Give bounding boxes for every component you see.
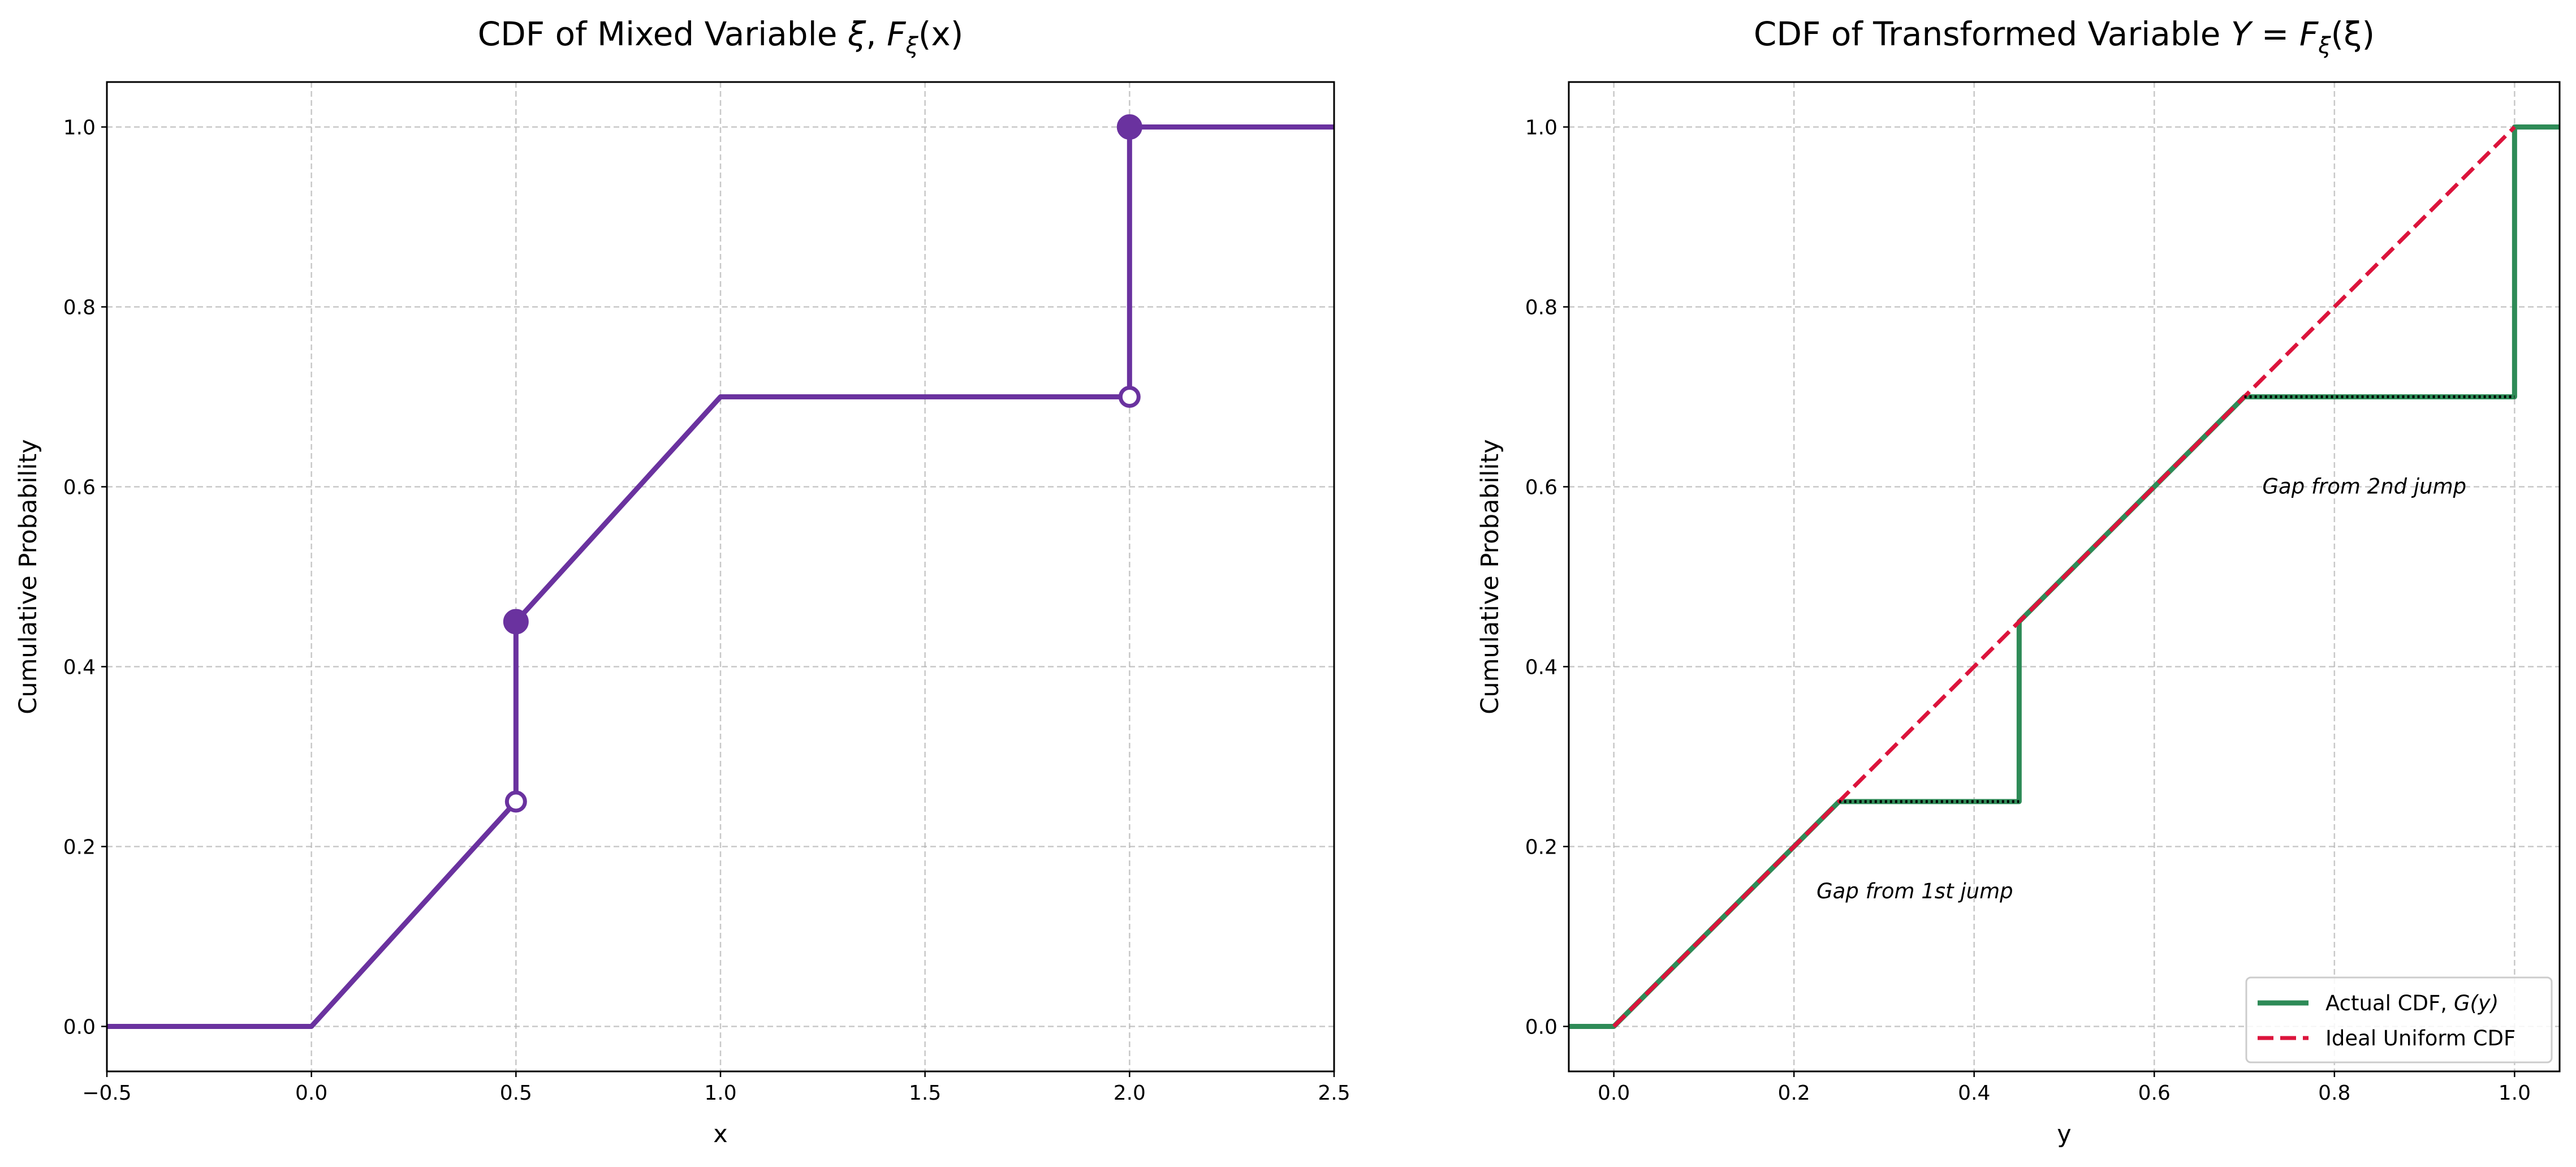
title-part: CDF of Transformed Variable xyxy=(1754,15,2231,53)
legend-box xyxy=(2245,976,2553,1063)
series-line-primary xyxy=(107,124,1334,1029)
x-tick-label: 0.2 xyxy=(1778,1082,1810,1105)
x-tick-label: 0.6 xyxy=(2138,1082,2171,1105)
axes-frame xyxy=(1568,81,2561,1073)
title-part: F xyxy=(2299,15,2319,53)
y-tick-label: 1.0 xyxy=(1525,117,1557,140)
legend-label: Ideal Uniform CDF xyxy=(2325,1026,2515,1050)
legend-label-part: Actual CDF, xyxy=(2325,991,2454,1015)
y-tick-label: 0.0 xyxy=(63,1016,96,1039)
chart-title: CDF of Mixed Variable ξ, Fξ(x) xyxy=(478,15,964,59)
y-tick-label: 1.0 xyxy=(63,117,96,140)
legend-label-math: G(y) xyxy=(2454,991,2499,1015)
y-axis-label: Cumulative Probability xyxy=(1476,439,1504,714)
y-tick-label: 0.8 xyxy=(1525,296,1557,320)
series-line-secondary xyxy=(1612,126,2516,1028)
title-part: Y xyxy=(2231,15,2254,53)
title-part: , xyxy=(866,15,887,53)
filled-point-marker xyxy=(503,609,529,635)
y-tick-label: 0.2 xyxy=(1525,836,1557,859)
title-part: (ξ) xyxy=(2331,15,2375,53)
open-point-marker xyxy=(504,790,527,813)
axes-frame xyxy=(106,81,1335,1073)
y-tick-label: 0.0 xyxy=(1525,1016,1557,1039)
y-tick-label: 0.6 xyxy=(1525,476,1557,499)
open-point-marker xyxy=(1118,386,1141,408)
filled-point-marker xyxy=(1116,114,1142,140)
x-tick-label: 2.5 xyxy=(1318,1082,1350,1105)
y-tick-label: 0.8 xyxy=(63,296,96,320)
legend: Actual CDF, G(y) Ideal Uniform CDF xyxy=(2245,976,2553,1063)
x-tick-label: −0.5 xyxy=(82,1082,131,1105)
y-tick-label: 0.2 xyxy=(63,836,96,859)
annotation-label: Gap from 1st jump xyxy=(1816,879,2013,903)
title-part: CDF of Mixed Variable xyxy=(478,15,848,53)
x-tick-label: 0.8 xyxy=(2318,1082,2350,1105)
x-tick-label: 0.5 xyxy=(500,1082,532,1105)
right-plot-transformed-cdf: 0.0 0.2 0.4 0.6 0.8 1.0 0.0 0.2 0.4 0.6 0.8 1.0 Gap … xyxy=(1476,15,2561,1148)
y-tick-label: 0.4 xyxy=(1525,656,1557,679)
legend-label: Actual CDF, G(y) xyxy=(2325,991,2499,1015)
title-part: = xyxy=(2251,15,2299,53)
x-tick-label: 1.0 xyxy=(2499,1082,2531,1105)
title-part: ξ xyxy=(2318,33,2331,59)
title-part: ξ xyxy=(905,33,918,59)
x-tick-label: 0.0 xyxy=(1598,1082,1630,1105)
x-tick-label: 1.5 xyxy=(909,1082,941,1105)
x-tick-label: 0.0 xyxy=(295,1082,327,1105)
x-tick-label: 0.4 xyxy=(1958,1082,1990,1105)
x-axis-label: y xyxy=(2057,1120,2071,1148)
title-part: F xyxy=(887,15,907,53)
title-part: ξ xyxy=(847,15,866,53)
y-tick-label: 0.6 xyxy=(63,476,96,499)
y-tick-label: 0.4 xyxy=(63,656,96,679)
y-axis-label: Cumulative Probability xyxy=(14,439,42,714)
annotation-label: Gap from 2nd jump xyxy=(2262,475,2466,499)
x-tick-label: 1.0 xyxy=(704,1082,736,1105)
chart-title: CDF of Transformed Variable Y = Fξ(ξ) xyxy=(1754,15,2375,59)
left-plot-mixed-cdf: −0.5 0.0 0.5 1.0 1.5 2.0 2.5 0.0 0.2 0.4 0.6 0.8 1.0… xyxy=(14,15,1350,1148)
title-part: (x) xyxy=(918,15,964,53)
x-tick-label: 2.0 xyxy=(1114,1082,1146,1105)
x-axis-label: x xyxy=(713,1120,727,1148)
